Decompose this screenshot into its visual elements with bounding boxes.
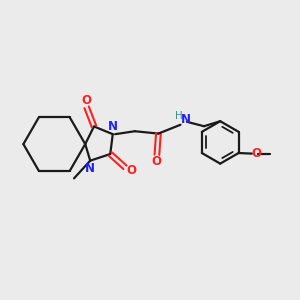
Text: O: O xyxy=(151,155,161,168)
Text: O: O xyxy=(251,147,261,160)
Text: H: H xyxy=(175,111,183,121)
Text: O: O xyxy=(127,164,136,177)
Text: N: N xyxy=(181,113,191,126)
Text: N: N xyxy=(85,161,94,175)
Text: O: O xyxy=(81,94,91,107)
Text: N: N xyxy=(108,120,118,133)
